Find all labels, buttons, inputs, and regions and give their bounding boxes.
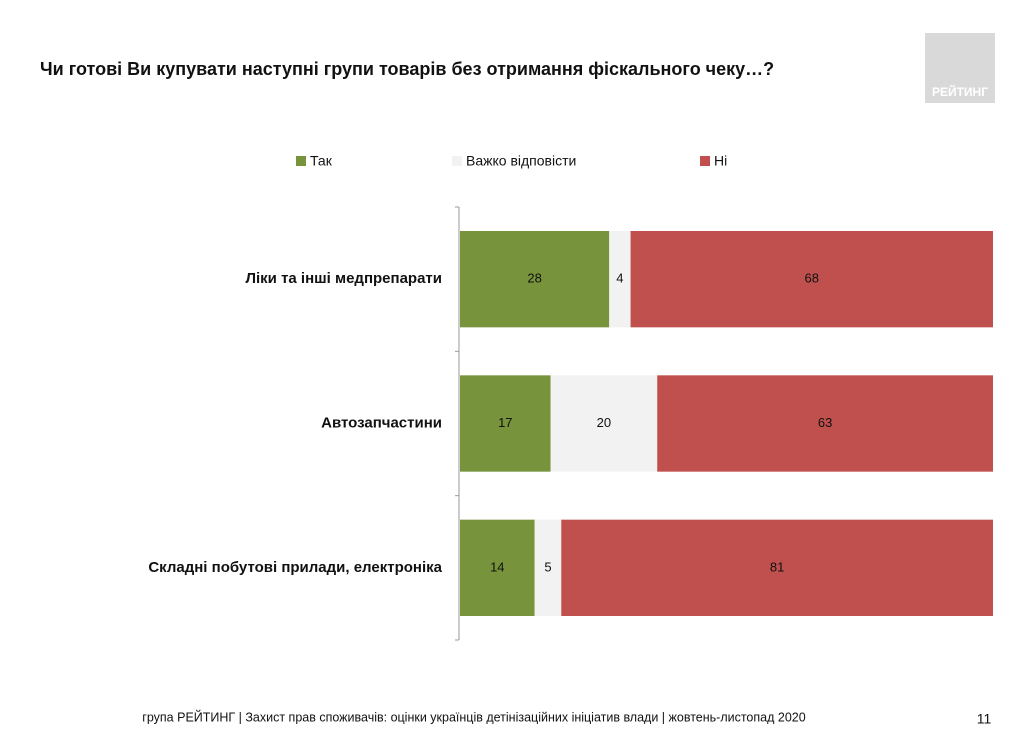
bar-segment <box>460 231 610 328</box>
bar-segment <box>460 519 535 616</box>
value-label: 20 <box>597 415 611 430</box>
legend-label: Так <box>310 153 333 169</box>
bar-segment <box>550 375 658 472</box>
value-label: 4 <box>616 271 623 286</box>
value-label: 14 <box>490 559 504 574</box>
category-label: Складні побутові прилади, електроніка <box>148 559 442 576</box>
value-label: 28 <box>527 271 541 286</box>
bar-segment <box>460 375 551 472</box>
chart-title: Чи готові Ви купувати наступні групи тов… <box>40 59 774 79</box>
bar-segment <box>630 231 993 328</box>
footer: група РЕЙТИНГ | Захист прав споживачів: … <box>142 709 805 724</box>
logo-box <box>925 33 995 103</box>
category-label: Ліки та інші медпрепарати <box>245 270 442 287</box>
bar-segment <box>534 519 562 616</box>
bar-segment <box>561 519 993 616</box>
page-number: 11 <box>977 711 992 727</box>
value-label: 63 <box>818 415 832 430</box>
legend-swatch <box>296 156 306 166</box>
legend-swatch <box>700 156 710 166</box>
legend-swatch <box>452 156 462 166</box>
value-label: 5 <box>544 559 551 574</box>
bar-segment <box>609 231 631 328</box>
legend-label: Ні <box>714 153 727 169</box>
logo: РЕЙТИНГ <box>932 84 988 99</box>
bar-segment <box>657 375 993 472</box>
value-label: 68 <box>805 271 819 286</box>
legend-label: Важко відповісти <box>466 153 576 169</box>
value-label: 17 <box>498 415 512 430</box>
category-label: Автозапчастини <box>321 414 442 431</box>
value-label: 81 <box>770 559 784 574</box>
